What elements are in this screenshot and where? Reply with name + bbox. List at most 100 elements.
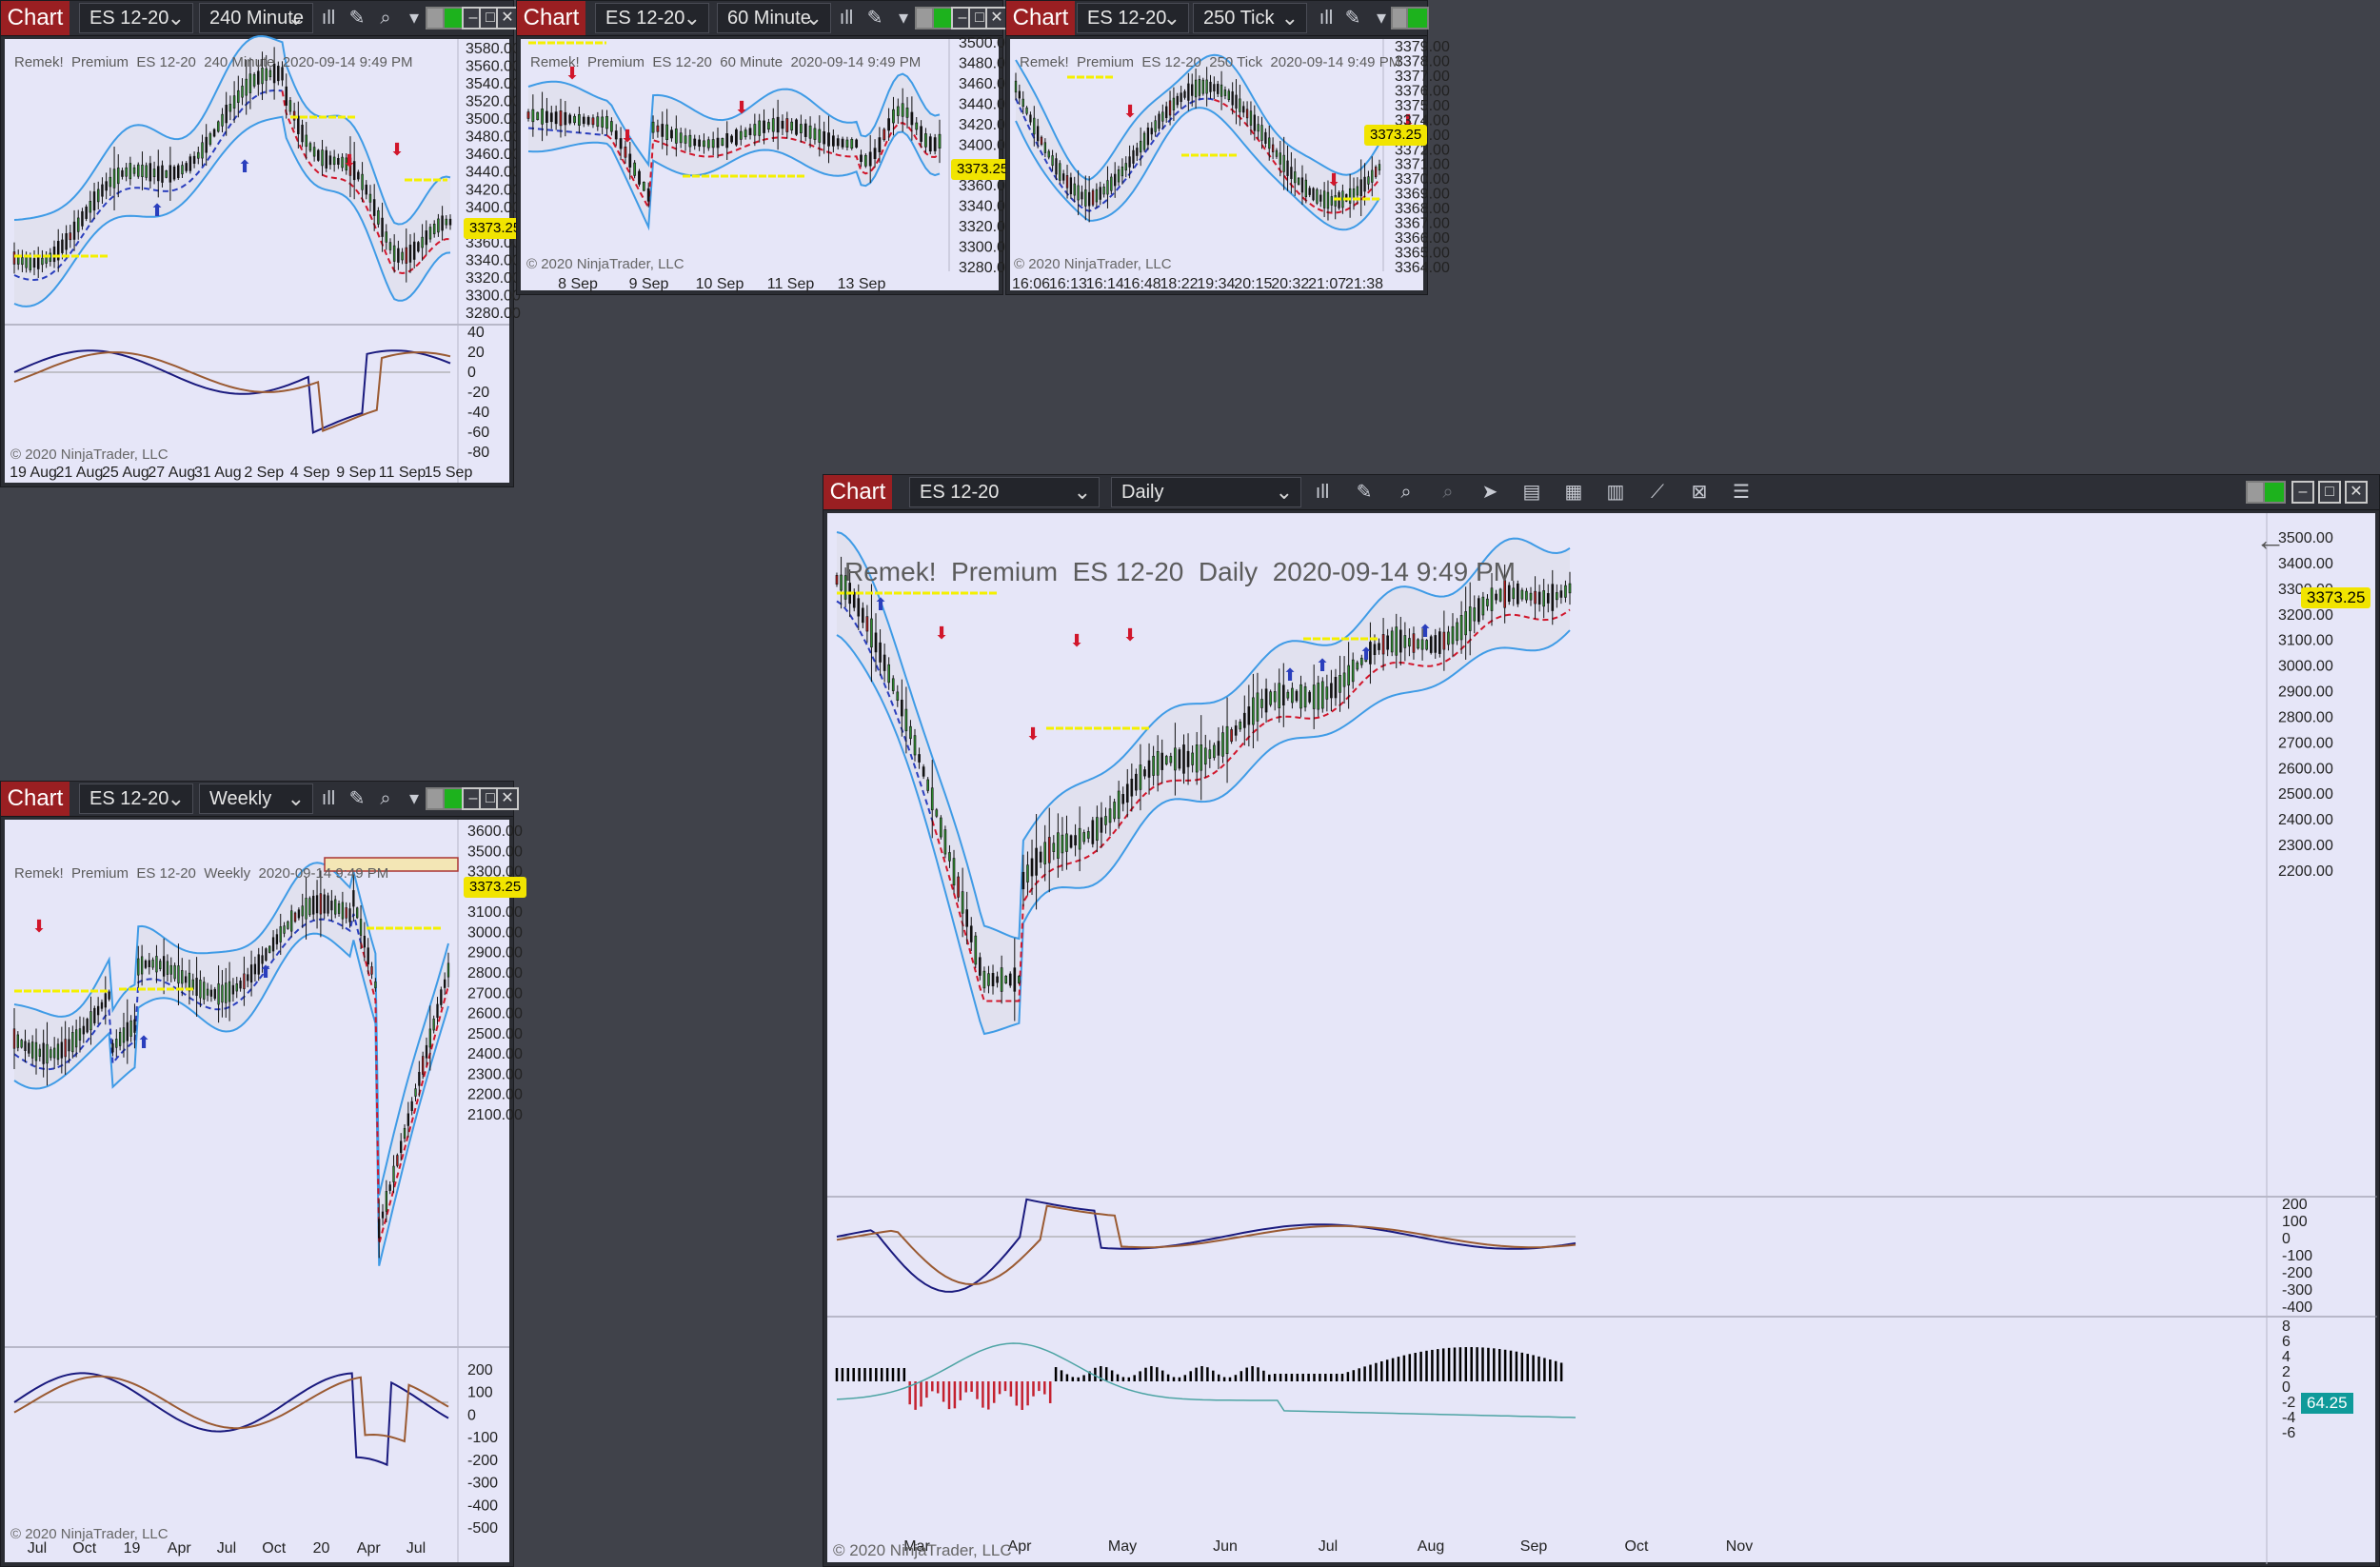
data-box-icon[interactable]: ▤: [1522, 482, 1541, 503]
volatility-band-fill: [14, 863, 448, 1266]
candle-body: [1367, 176, 1370, 185]
candle-body: [428, 1028, 431, 1048]
drawing-tool-icon[interactable]: ✎: [1344, 8, 1361, 29]
zoom-out-icon[interactable]: ⌕: [1442, 482, 1454, 503]
chevron-down-icon: ⌄: [287, 6, 305, 30]
chart-canvas[interactable]: ⬆⬇⬇⬇⬇⬆⬆⬆⬆3500.003400.003300.003200.00310…: [827, 513, 2377, 1564]
zoom-icon[interactable]: ⌕: [380, 8, 391, 29]
candle-body: [924, 133, 927, 148]
close-button[interactable]: ✕: [496, 787, 519, 810]
candle-body: [1252, 697, 1255, 725]
strategies-icon[interactable]: ⟋: [1651, 482, 1664, 503]
bar-type-icon[interactable]: ıll: [321, 8, 336, 29]
more-tools-icon[interactable]: ▾: [898, 8, 909, 29]
candle-body: [896, 106, 900, 116]
chart-canvas[interactable]: ⬇⬇⬇3379.003378.003377.003376.003375.0033…: [1010, 39, 1450, 292]
candle-body: [991, 972, 995, 987]
candle-body: [549, 112, 553, 123]
drawing-tool-icon[interactable]: ✎: [348, 788, 366, 809]
candle-body: [614, 130, 618, 140]
close-button[interactable]: ✕: [985, 7, 1008, 30]
chart-menu-button[interactable]: Chart: [1006, 1, 1075, 35]
y-axis-tick: 3340.00: [466, 252, 521, 268]
interval-value: 240 Minute: [209, 8, 304, 29]
instrument-value: ES 12-20: [920, 482, 1000, 503]
candle-body: [305, 134, 307, 148]
properties-icon[interactable]: ▦: [1564, 482, 1583, 503]
candle-body: [803, 123, 807, 137]
candle-body: [879, 642, 882, 663]
chart-panel[interactable]: ⬇⬆⬆3600.003500.003300.003200.003100.0030…: [5, 820, 527, 1562]
candle-body: [1059, 163, 1061, 181]
candle-body: [115, 1039, 118, 1048]
chart-menu-button[interactable]: Chart: [1, 1, 69, 35]
drawing-tool-icon[interactable]: ✎: [348, 8, 366, 29]
chart-menu-button[interactable]: Chart: [517, 1, 585, 35]
link-green-button[interactable]: [2263, 481, 2286, 504]
chart-menu-button[interactable]: Chart: [823, 475, 892, 509]
bar-type-icon[interactable]: ıll: [1319, 8, 1334, 29]
pointer-icon[interactable]: ➤: [1481, 482, 1498, 503]
candle-body: [385, 231, 388, 243]
instrument-select[interactable]: ES 12-20 ⌄: [1077, 3, 1189, 33]
candle-body: [1242, 712, 1246, 728]
candle-body: [374, 981, 377, 989]
chart-title: Remek! Premium ES 12-20 250 Tick 2020-09…: [1020, 54, 1401, 70]
bar-type-icon[interactable]: ıll: [839, 8, 854, 29]
more-tools-icon[interactable]: ▾: [408, 788, 420, 809]
candle-body: [334, 899, 337, 915]
back-arrow-icon[interactable]: ←: [2255, 523, 2286, 557]
y-axis-tick: 3365.00: [1395, 246, 1450, 262]
drawing-tool-icon[interactable]: ✎: [866, 8, 883, 29]
candle-body: [1125, 784, 1129, 803]
interval-select[interactable]: 250 Tick ⌄: [1193, 3, 1307, 33]
chart-menu-button[interactable]: Chart: [1, 782, 69, 816]
oscillator-tick: -80: [467, 445, 489, 461]
candle-body: [679, 132, 683, 144]
instrument-select[interactable]: ES 12-20 ⌄: [909, 477, 1100, 507]
chart-panel[interactable]: ⬆⬇⬇⬇⬇⬆⬆⬆⬆3500.003400.003300.003200.00310…: [827, 513, 2377, 1564]
price-marker: 3373.25: [464, 218, 527, 239]
chart-canvas[interactable]: ⬇ ⬇ ⬇ 3500.00 3480.00 3460.00 3440.00 3420.00 34…: [521, 35, 1014, 292]
bar-type-icon[interactable]: ıll: [321, 788, 336, 809]
chart-panel[interactable]: ⬆ ⬆ ⬇ ⬇ 3580.00 3560.00 3540.00 3520.00 3500.00 3…: [5, 34, 527, 483]
candle-body: [188, 156, 192, 171]
oscillator-fast-line: [836, 1198, 1577, 1293]
drawing-tool-icon[interactable]: ✎: [1356, 482, 1373, 503]
instrument-select[interactable]: ES 12-20 ⌄: [79, 784, 193, 814]
zoom-in-icon[interactable]: ⌕: [1400, 482, 1412, 503]
link-green-button[interactable]: [1406, 7, 1429, 30]
interval-select[interactable]: 60 Minute ⌄: [717, 3, 831, 33]
instrument-select[interactable]: ES 12-20 ⌄: [79, 3, 193, 33]
sell-arrow-icon: ⬇: [1326, 170, 1340, 189]
templates-icon[interactable]: ⊠: [1691, 482, 1708, 503]
instrument-select[interactable]: ES 12-20 ⌄: [595, 3, 709, 33]
list-icon[interactable]: ☰: [1733, 482, 1750, 503]
chart-panel[interactable]: ⬇ ⬇ ⬇ 3500.00 3480.00 3460.00 3440.00 3420.00 34…: [521, 35, 1015, 292]
price-marker: 3373.25: [1364, 125, 1428, 146]
candle-body: [873, 148, 877, 159]
indicators-icon[interactable]: ▥: [1606, 482, 1625, 503]
candle-body: [133, 1019, 136, 1033]
maximize-button[interactable]: □: [2318, 481, 2341, 504]
candle-body: [1180, 92, 1182, 103]
bar-type-icon[interactable]: ıll: [1315, 482, 1330, 503]
close-button[interactable]: ✕: [2345, 481, 2368, 504]
more-tools-icon[interactable]: ▾: [408, 8, 420, 29]
y-axis-tick: 2500.00: [467, 1026, 523, 1042]
chart-canvas[interactable]: ⬆⬆ ⬇⬇3580.003560.003540.003520.003500.003…: [5, 34, 521, 483]
chart-canvas[interactable]: ⬇⬆⬆3600.003500.003300.003200.003100.0030…: [5, 820, 523, 1562]
interval-select[interactable]: 240 Minute ⌄: [199, 3, 313, 33]
chart-panel[interactable]: ⬇ ⬇ ⬇ 3379.00 3378.00 3377.00 3376.00 3375.00 33…: [1010, 39, 1450, 292]
interval-select[interactable]: Weekly ⌄: [199, 784, 313, 814]
candle-body: [38, 1048, 41, 1057]
candle-body: [1146, 128, 1150, 146]
zoom-icon[interactable]: ⌕: [380, 788, 391, 809]
toolbar: Chart ES 12-20 ⌄ 60 Minute ⌄ ıll ✎ ▾ – □ ✕: [517, 1, 1008, 36]
candle-body: [308, 143, 312, 151]
minimize-button[interactable]: –: [2291, 481, 2314, 504]
candle-body: [148, 960, 150, 967]
more-tools-icon[interactable]: ▾: [1376, 8, 1387, 29]
interval-select[interactable]: Daily ⌄: [1111, 477, 1301, 507]
candle-body: [417, 242, 420, 252]
